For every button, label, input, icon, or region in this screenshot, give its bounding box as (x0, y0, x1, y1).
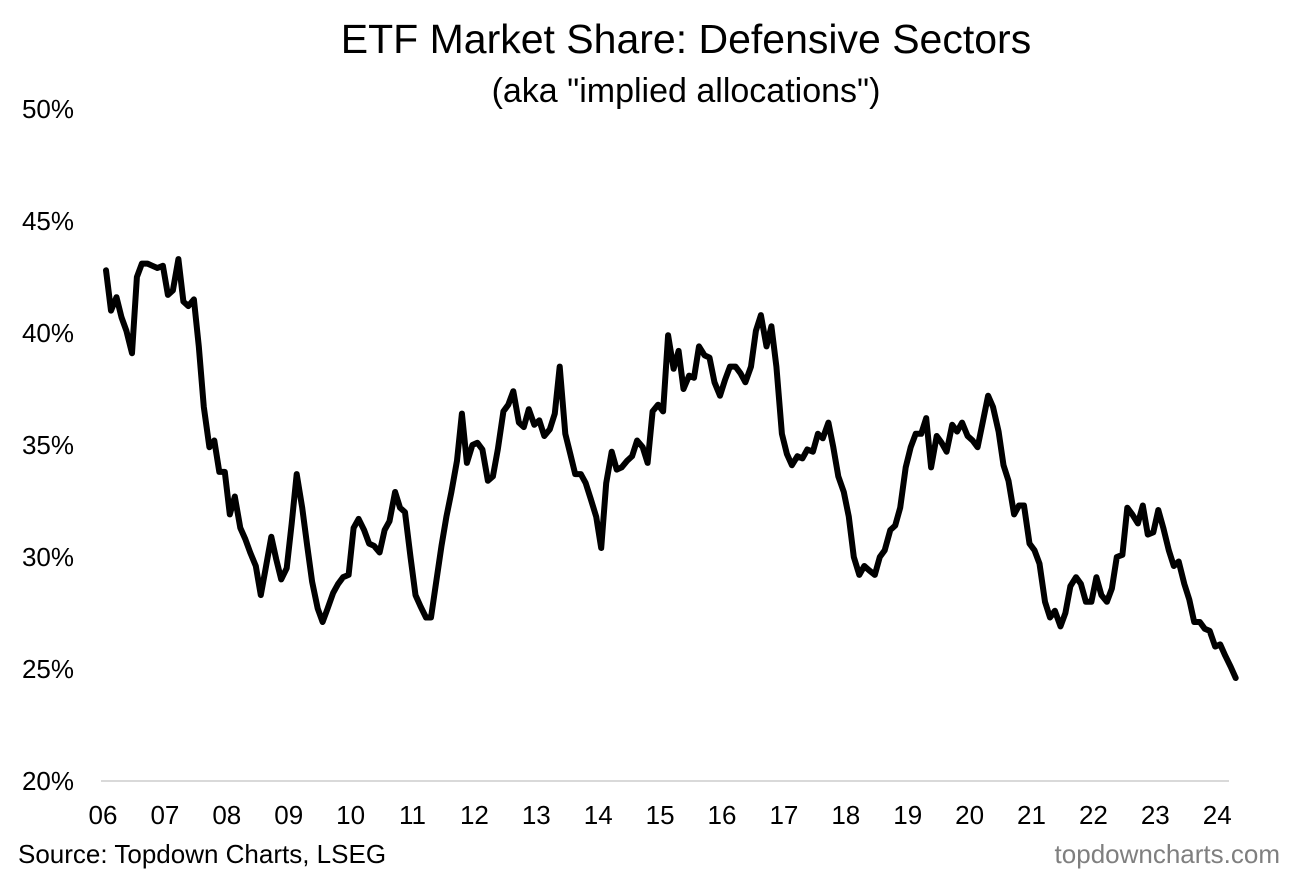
y-tick-label: 50% (22, 94, 74, 124)
x-tick-label: 07 (150, 800, 179, 830)
x-tick-label: 17 (769, 800, 798, 830)
y-tick-label: 20% (22, 766, 74, 796)
x-tick-label: 13 (522, 800, 551, 830)
x-tick-label: 06 (89, 800, 118, 830)
x-axis-ticks: 06 07 08 09 10 11 12 13 14 15 16 17 18 19 20 21 22 23 24 (89, 800, 1232, 830)
x-tick-label: 23 (1141, 800, 1170, 830)
series-line (103, 256, 1239, 681)
x-tick-label: 19 (893, 800, 922, 830)
x-tick-label: 18 (831, 800, 860, 830)
chart-title: ETF Market Share: Defensive Sectors (341, 16, 1031, 62)
x-tick-label: 14 (584, 800, 613, 830)
x-tick-label: 15 (646, 800, 675, 830)
y-tick-label: 30% (22, 542, 74, 572)
y-tick-label: 25% (22, 654, 74, 684)
x-tick-label: 22 (1079, 800, 1108, 830)
series-layer (103, 256, 1239, 681)
x-tick-label: 16 (708, 800, 737, 830)
x-tick-label: 10 (336, 800, 365, 830)
x-tick-label: 20 (955, 800, 984, 830)
x-tick-label: 08 (212, 800, 241, 830)
x-tick-label: 21 (1017, 800, 1046, 830)
x-tick-label: 12 (460, 800, 489, 830)
source-note: Source: Topdown Charts, LSEG (18, 839, 386, 869)
y-tick-label: 45% (22, 206, 74, 236)
x-tick-label: 24 (1203, 800, 1232, 830)
watermark: topdowncharts.com (1055, 839, 1280, 869)
y-tick-label: 40% (22, 318, 74, 348)
x-tick-label: 11 (399, 800, 426, 830)
y-tick-label: 35% (22, 430, 74, 460)
chart-subtitle: (aka "implied allocations") (492, 72, 881, 110)
y-axis-ticks: 20% 25% 30% 35% 40% 45% 50% (22, 94, 74, 796)
x-tick-label: 09 (274, 800, 303, 830)
